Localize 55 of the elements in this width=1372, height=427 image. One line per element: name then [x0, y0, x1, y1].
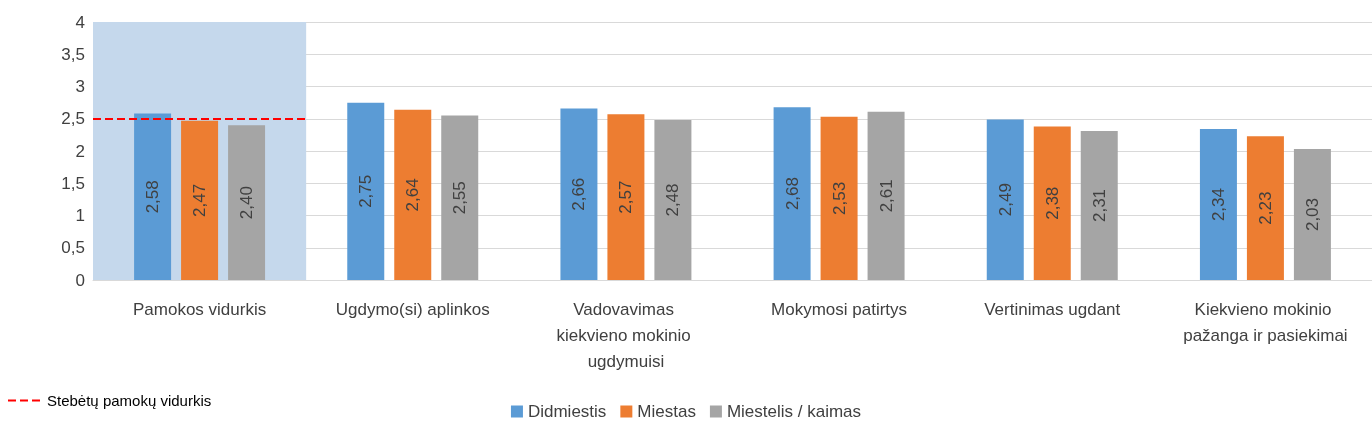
legend-label: Miestelis / kaimas [726, 402, 862, 421]
bar [1080, 131, 1118, 280]
data-label: 2,49 [995, 183, 1015, 217]
bar [181, 120, 219, 280]
bar [228, 125, 266, 280]
data-label: 2,03 [1302, 197, 1322, 232]
data-label: 2,40 [237, 186, 257, 220]
y-tick-label: 4 [75, 12, 85, 32]
bar [441, 115, 479, 280]
legend-label: Didmiestis [527, 402, 607, 421]
bar [347, 102, 385, 280]
data-label: 2,53 [829, 181, 849, 215]
y-tick-label: 2,5 [61, 109, 85, 129]
data-label: 2,68 [782, 177, 802, 211]
data-label: 2,47 [190, 183, 210, 217]
data-label: 2,48 [663, 183, 683, 217]
data-label: 2,58 [143, 180, 163, 214]
bar [134, 113, 172, 280]
bar [654, 120, 692, 280]
legend-label: Stebėtų pamokų vidurkis [47, 392, 212, 409]
bar [607, 114, 645, 280]
data-label: 2,64 [403, 178, 423, 212]
x-tick-label: Vertinimas ugdant [984, 299, 1121, 319]
bar [1293, 149, 1331, 280]
y-tick-label: 3,5 [61, 44, 85, 64]
bar [394, 109, 432, 280]
y-tick-label: 1,5 [61, 173, 85, 193]
bar [560, 108, 598, 280]
data-label: 2,55 [450, 181, 470, 215]
bar [1246, 136, 1284, 280]
x-tick-label: Vadovavimas kiekvieno mokinio ugdymuisi [556, 299, 696, 371]
bar [773, 107, 811, 280]
bar [1199, 129, 1237, 280]
data-label: 2,31 [1089, 188, 1109, 223]
data-label: 2,38 [1042, 186, 1062, 220]
data-label: 2,61 [876, 179, 896, 213]
y-tick-label: 1 [75, 206, 85, 225]
y-tick-label: 0 [75, 270, 85, 290]
data-label: 2,23 [1255, 191, 1275, 225]
y-tick-label: 2 [75, 141, 85, 161]
x-tick-label: Kiekvieno mokinio pažanga ir pasiekimai [1183, 299, 1348, 345]
x-tick-label: Mokymosi patirtys [771, 299, 908, 319]
data-label: 2,66 [569, 177, 589, 211]
bar [1033, 126, 1071, 280]
data-label: 2,57 [616, 180, 636, 214]
data-label: 2,34 [1208, 187, 1228, 222]
y-tick-label: 0,5 [61, 238, 85, 258]
legend-label: Miestas [637, 402, 696, 421]
data-label: 2,75 [356, 174, 376, 208]
x-tick-label: Pamokos vidurkis [132, 299, 267, 319]
bar [986, 119, 1024, 280]
bar [867, 111, 905, 280]
y-tick-label: 3 [75, 77, 85, 96]
bar [820, 116, 858, 280]
x-tick-label: Ugdymo(si) aplinkos [335, 299, 490, 319]
